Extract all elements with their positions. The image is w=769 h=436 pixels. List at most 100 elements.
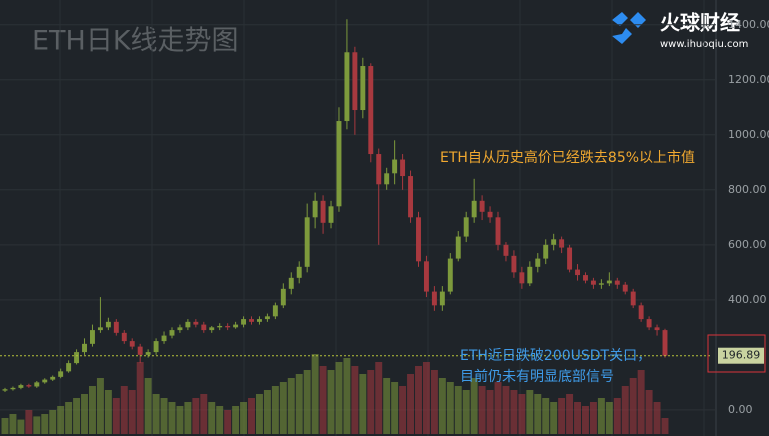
volume-bar <box>311 354 319 434</box>
candle-body <box>638 305 644 320</box>
volume-bar <box>613 398 621 434</box>
annotation: 目前仍未有明显底部信号 <box>460 368 614 385</box>
volume-bar <box>526 390 534 434</box>
volume-bar <box>25 410 33 434</box>
volume-bar <box>17 419 25 434</box>
candle-body <box>312 200 318 218</box>
candle-body <box>225 325 231 328</box>
volume-bar <box>240 402 248 434</box>
candle-body <box>272 305 278 317</box>
candle-body <box>153 341 159 353</box>
candle-body <box>447 258 453 292</box>
volume-bar <box>232 406 240 434</box>
volume-bar <box>335 362 343 434</box>
candle-body <box>113 321 119 333</box>
volume-bar <box>65 402 73 434</box>
volume-bar <box>422 362 430 434</box>
candle-body <box>280 288 286 306</box>
candle-body <box>129 341 135 347</box>
chart-title: ETH日K线走势图 <box>32 26 239 57</box>
volume-bar <box>462 390 470 434</box>
candle-body <box>662 330 668 356</box>
candle-body <box>543 244 549 259</box>
volume-bar <box>9 414 17 434</box>
volume-bar <box>629 378 637 434</box>
candle-body <box>2 389 8 391</box>
volume-bar <box>112 398 120 434</box>
candle-body <box>328 206 334 223</box>
volume-bar <box>351 366 359 434</box>
volume-bar <box>176 406 184 434</box>
volume-bar <box>486 390 494 434</box>
volume-bar <box>152 394 160 434</box>
candle-body <box>161 335 167 342</box>
candle-body <box>296 266 302 278</box>
volume-bar <box>168 402 176 434</box>
candle-body <box>527 266 533 284</box>
volume-bar <box>542 398 550 434</box>
volume-bar <box>271 386 279 434</box>
candle-body <box>82 343 87 353</box>
price-tag-bg <box>718 347 764 364</box>
candle-body <box>511 255 517 273</box>
candle-body <box>42 379 48 383</box>
volume-bar <box>653 402 661 434</box>
volume-bar <box>430 370 438 434</box>
candle-body <box>320 200 326 223</box>
volume-bar <box>144 378 152 434</box>
candle-body <box>408 176 414 218</box>
volume-bar <box>208 402 216 434</box>
volume-bar <box>534 394 542 434</box>
volume-bar <box>295 374 303 434</box>
y-tick-label: 600.00 <box>728 238 767 251</box>
candle-body <box>495 217 501 245</box>
candle-body <box>384 173 390 185</box>
candle-body <box>368 66 374 155</box>
candle-body <box>400 159 406 177</box>
candle-body <box>352 52 358 111</box>
volume-bar <box>597 398 605 434</box>
candle-body <box>169 330 175 336</box>
volume-bar <box>1 418 9 434</box>
candle-body <box>264 316 270 320</box>
volume-bar <box>184 402 192 434</box>
candle-body <box>423 261 429 292</box>
candle-body <box>201 324 207 331</box>
candle-body <box>90 330 95 344</box>
volume-bar <box>494 382 502 434</box>
candle-body <box>209 327 215 331</box>
volume-bar <box>224 410 232 434</box>
volume-bar <box>446 382 454 434</box>
candle-body <box>575 269 580 276</box>
volume-bar <box>255 394 263 434</box>
candle-body <box>392 159 398 174</box>
volume-bar <box>128 390 136 434</box>
price-tag-frame <box>707 334 766 373</box>
price-tag: 196.89 <box>722 349 761 362</box>
candle-body <box>551 239 557 245</box>
volume-bar <box>81 394 88 434</box>
volume-bar <box>88 386 96 434</box>
candle-body <box>26 385 32 387</box>
logo-name: 火球财经 <box>660 11 740 35</box>
candle-body <box>344 52 350 122</box>
candle-body <box>471 200 477 218</box>
candle-body <box>606 280 612 284</box>
volume-bar <box>200 394 208 434</box>
candle-body <box>463 217 469 237</box>
volume-bar <box>518 394 526 434</box>
volume-bar <box>96 378 104 434</box>
volume-bar <box>136 362 144 434</box>
volume-bar <box>550 402 558 434</box>
candle-body <box>10 387 16 390</box>
volume-bar <box>263 390 271 434</box>
volume-bar <box>73 398 81 434</box>
candle-body <box>622 284 628 292</box>
annotation: ETH近日跌破200USDT关口， <box>460 348 651 364</box>
volume-bar <box>383 378 391 434</box>
candle-body <box>503 244 509 256</box>
logo-icon <box>612 12 646 44</box>
y-tick-label: 1200.00 <box>728 73 769 86</box>
candle-body <box>567 247 573 270</box>
volume-bar <box>359 374 367 434</box>
